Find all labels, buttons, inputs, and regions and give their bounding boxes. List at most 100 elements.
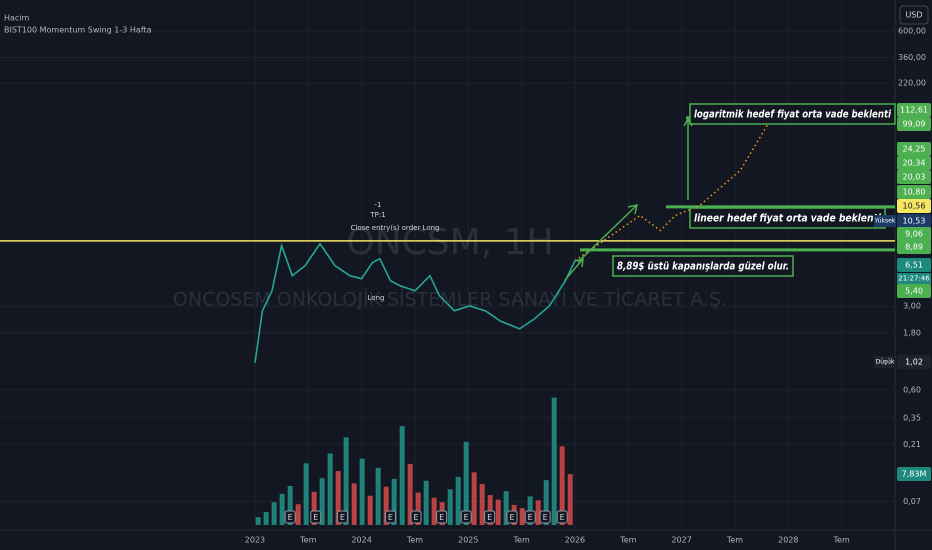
low-label-box [874, 356, 896, 368]
arrow-short [564, 258, 584, 281]
earnings-label: E [313, 513, 318, 522]
price-tag: 10,80 [903, 188, 926, 197]
price-tag: 8,89 [905, 243, 923, 252]
x-tick-label: Tem [299, 536, 316, 545]
low-label: Düşük [876, 359, 895, 366]
earnings-box [539, 510, 551, 524]
volume-bar [431, 497, 437, 525]
volume-tag: 7,83M [902, 470, 927, 479]
x-tick-label: Tem [726, 536, 743, 545]
volume-bar [487, 495, 493, 525]
x-tick-label: 2026 [565, 536, 585, 545]
volume-bar [455, 476, 461, 525]
earnings-label: E [487, 513, 492, 522]
price-tag-box [897, 142, 931, 156]
arrow-up [683, 117, 693, 200]
earnings-box [284, 510, 296, 524]
price-tag-box [897, 117, 931, 131]
earnings-label: E [543, 513, 548, 522]
volume-bar [519, 508, 525, 525]
y-tick-label: 220,00 [898, 79, 926, 88]
volume-bar [567, 474, 573, 525]
volume-bar [447, 489, 453, 525]
price-tag-box [897, 156, 931, 170]
volume-bar [479, 484, 485, 525]
volume-bar [495, 499, 501, 525]
annotation: logaritmik hedef fiyat orta vade beklent… [694, 108, 892, 121]
volume-bar [383, 486, 389, 525]
earnings-box [436, 510, 448, 524]
volume-bar [559, 446, 565, 525]
volume-bar [343, 437, 349, 525]
strategy-label: TP:1 [369, 211, 385, 219]
countdown: 21:27:46 [898, 275, 930, 283]
price-tag: 112,61 [900, 106, 928, 115]
price-tag-box [897, 355, 931, 369]
price-tag: 9,06 [905, 230, 923, 239]
price-tag: 24,25 [903, 145, 926, 154]
volume-bar [367, 495, 373, 525]
volume-bar [415, 492, 421, 525]
y-tick-label: 1,80 [903, 328, 921, 337]
arrow-linear [577, 204, 638, 263]
earnings-box [484, 510, 496, 524]
price-tag: 20,34 [903, 159, 926, 168]
y-tick-label: 0,35 [903, 413, 921, 422]
strategy-label: Close entry(s) order Long [351, 224, 440, 232]
volume-bar [359, 458, 365, 525]
volume-bar [351, 483, 357, 525]
price-tag-box [897, 227, 931, 241]
y-tick-label: 0,07 [903, 497, 921, 506]
x-tick-label: 2024 [351, 536, 371, 545]
volume-bar [407, 463, 413, 525]
high-label-box [874, 215, 896, 227]
volume-bar [399, 426, 405, 525]
indicator-title: Hacim [4, 14, 30, 23]
volume-bar [391, 478, 397, 525]
price-line [254, 242, 576, 363]
x-tick-label: 2025 [458, 536, 478, 545]
y-tick-label: 360,00 [898, 53, 926, 62]
volume-bar [303, 463, 309, 525]
earnings-box [310, 510, 322, 524]
earnings-label: E [288, 513, 293, 522]
price-tag-box [897, 258, 931, 272]
x-tick-label: Tem [513, 536, 530, 545]
volume-bar [279, 493, 285, 525]
volume-bar [551, 397, 557, 525]
volume-bar [535, 500, 541, 525]
price-tag-box [897, 199, 931, 213]
y-tick-label: 600,00 [898, 27, 926, 36]
price-tags: 112,61 99,09 24,25 20,34 20,03 10,80 10,56 10,5… [874, 103, 931, 481]
price-tag: 10,56 [903, 202, 926, 211]
price-tag: 6,51 [905, 261, 923, 270]
volume-bar [335, 471, 341, 525]
annotation: lineer hedef fiyat orta vade beklenti [694, 212, 882, 225]
price-tag: 10,53 [903, 217, 926, 226]
volume-tag-box [897, 467, 931, 481]
volume-bar [263, 512, 269, 525]
price-tag: 5,40 [905, 287, 923, 296]
volume-bar [375, 467, 381, 525]
x-tick-label: 2027 [671, 536, 691, 545]
volume-bar [287, 486, 293, 525]
x-tick-label: Tem [833, 536, 850, 545]
volume-bar [295, 504, 301, 525]
earnings-box [460, 510, 472, 524]
countdown-box [897, 273, 931, 284]
volume-bar [327, 453, 333, 525]
annotation: 8,89$ üstü kapanışlarda güzel olur. [617, 260, 789, 273]
arrows [564, 117, 693, 281]
volume-bar [255, 517, 261, 525]
watermark-name: ONCOSEM ONKOLOJİK SİSTEMLER SANAYİ VE Tİ… [173, 288, 727, 311]
volume-bar [271, 502, 277, 525]
price-tag-box [897, 284, 931, 298]
price-tag-box [897, 103, 931, 117]
earnings-box [384, 510, 396, 524]
y-tick-label: 3,00 [903, 302, 921, 311]
volume-bar [319, 478, 325, 525]
currency[interactable]: USD [905, 11, 922, 20]
currency-box[interactable] [899, 5, 929, 25]
